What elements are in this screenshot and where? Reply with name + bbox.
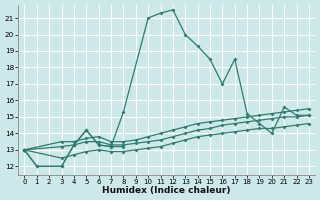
X-axis label: Humidex (Indice chaleur): Humidex (Indice chaleur) <box>102 186 231 195</box>
